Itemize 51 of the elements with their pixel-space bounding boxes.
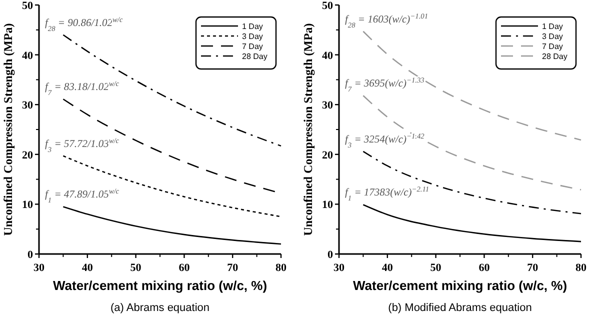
x-tick-label: 70 (527, 262, 539, 274)
annotation: f$_{28}$ = 90.86/1.02$^{w/c}$ (45, 14, 124, 32)
y-tick-label: 0 (28, 249, 34, 261)
y-tick-label: 50 (322, 0, 334, 12)
x-tick-label: 80 (276, 262, 287, 274)
y-tick-label: 10 (322, 199, 334, 212)
text: (a) Abrams equation (110, 302, 210, 314)
x-tick-label: 40 (82, 262, 94, 274)
legend-label: 28 Day (542, 52, 568, 61)
x-tick-label: 60 (478, 262, 490, 274)
y-tick-label: 20 (322, 149, 334, 162)
x-axis-title: Water/cement mixing ratio (w/c, %) (52, 278, 268, 293)
y-tick-label: 50 (22, 0, 34, 12)
line-series (62, 206, 282, 245)
annotation: f$_{1}$ = 47.89/1.05$^{w/c}$ (45, 186, 120, 204)
y-tick-label: 30 (322, 100, 334, 112)
line-series (362, 204, 582, 242)
y-tick-label: 30 (22, 100, 34, 112)
x-tick-label: 70 (227, 262, 239, 274)
y-tick-label: 20 (22, 149, 34, 162)
x-tick-label: 50 (130, 262, 142, 274)
y-tick-label: 0 (328, 249, 334, 261)
x-tick-label: 30 (34, 262, 45, 274)
line-series (62, 34, 282, 147)
x-tick-label: 30 (334, 262, 345, 274)
x-axis-title: Water/cement mixing ratio (w/c, %) (352, 278, 568, 293)
y-tick-label: 40 (22, 50, 34, 62)
y-axis-title: Unconfined Compression Strength (MPa) (1, 23, 15, 236)
line-series (362, 94, 582, 190)
x-tick-label: 80 (576, 262, 587, 274)
x-tick-label: 60 (178, 262, 190, 274)
line-series (362, 150, 582, 214)
legend-label: 7 Day (542, 42, 563, 51)
y-axis-title: Unconfined Compression Strength (MPa) (301, 23, 315, 236)
x-tick-label: 40 (382, 262, 394, 274)
line-series (62, 155, 282, 218)
annotation: f$_{7}$ = 3695(w/c)$^{−1.33}$ (345, 75, 425, 94)
legend-label: 1 Day (242, 22, 263, 31)
y-tick-label: 10 (22, 199, 34, 212)
annotation: f$_{1}$ = 17383(w/c)$^{−2.11}$ (345, 184, 430, 202)
legend-label: 7 Day (242, 42, 263, 51)
x-tick-label: 50 (430, 262, 442, 274)
legend-label: 28 Day (242, 52, 268, 61)
text: (b) Modified Abrams equation (388, 302, 532, 314)
legend-label: 3 Day (242, 32, 263, 41)
annotation: f$_{7}$ = 83.18/1.02$^{w/c}$ (45, 78, 120, 97)
annotation: f$_{28}$ = 1603(w/c)$^{−1.01}$ (345, 10, 428, 29)
legend-label: 1 Day (542, 22, 563, 31)
y-tick-label: 40 (322, 50, 334, 62)
annotation: f$_{3}$ = 57.72/1.03$^{w/c}$ (45, 135, 120, 154)
legend-label: 3 Day (542, 32, 563, 41)
